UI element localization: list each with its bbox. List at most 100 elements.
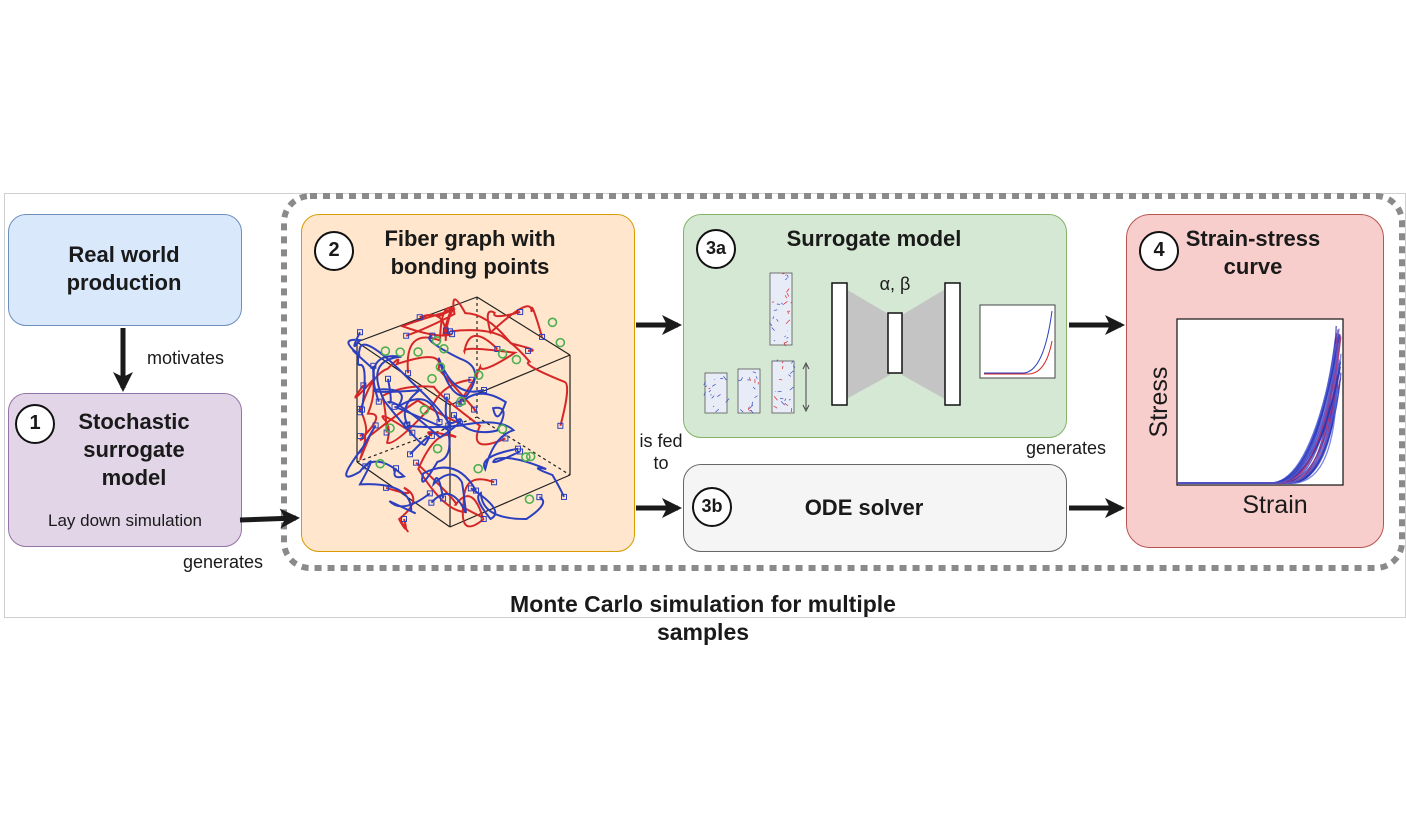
alpha-beta-label: α, β bbox=[879, 274, 911, 294]
fiber bbox=[405, 298, 534, 352]
fiber-endpoint bbox=[442, 327, 449, 334]
fiber bbox=[381, 385, 506, 446]
bonding-point bbox=[547, 317, 558, 328]
fiber bbox=[345, 424, 406, 479]
fiber-endpoint bbox=[407, 451, 414, 458]
step-1-badge: 1 bbox=[15, 404, 55, 444]
fiber bbox=[457, 334, 518, 405]
fiber bbox=[453, 392, 508, 434]
fiber-endpoint bbox=[357, 329, 363, 336]
fiber-endpoint bbox=[536, 494, 543, 501]
bonding-point bbox=[555, 337, 566, 348]
sample-volume bbox=[771, 359, 796, 414]
surrogate-model-box: 3a Surrogate model α, β bbox=[683, 214, 1067, 438]
surrogate-title: Surrogate model bbox=[786, 226, 962, 251]
strain-stress-title: Strain-stress curve bbox=[1185, 226, 1321, 279]
bonding-point bbox=[380, 346, 391, 356]
bonding-point bbox=[427, 373, 437, 384]
fiber-endpoint bbox=[443, 393, 450, 400]
fiber bbox=[358, 460, 431, 515]
bonding-point bbox=[473, 463, 483, 474]
fiber-endpoint bbox=[360, 382, 367, 389]
bonding-point bbox=[524, 494, 535, 505]
fiber bbox=[417, 431, 495, 514]
label-motivates: motivates bbox=[147, 348, 225, 368]
fiber-endpoint bbox=[413, 459, 420, 466]
fiber-endpoint bbox=[375, 398, 382, 405]
label-is-fed-to: is fed to bbox=[639, 431, 683, 473]
cube-frame bbox=[356, 296, 571, 528]
fiber-endpoint bbox=[436, 419, 443, 426]
step-2-badge: 2 bbox=[314, 231, 354, 271]
sample-curves bbox=[1177, 325, 1342, 484]
fiber-endpoint bbox=[468, 376, 475, 383]
fiber-endpoint bbox=[491, 479, 498, 486]
fiber-title: Fiber graph with bonding points bbox=[384, 226, 556, 279]
fiber-endpoint bbox=[561, 493, 567, 500]
bonding-point bbox=[385, 423, 395, 433]
fiber-endpoint bbox=[362, 463, 369, 470]
fiber-endpoint bbox=[451, 412, 458, 419]
strain-stress-plot bbox=[1176, 318, 1344, 486]
fiber-endpoint bbox=[359, 406, 366, 413]
fiber-endpoint bbox=[401, 516, 407, 522]
fiber bbox=[356, 343, 450, 426]
fiber-network-cube-image bbox=[345, 296, 571, 533]
predicted-curve-plot bbox=[979, 304, 1056, 379]
fiber-endpoint bbox=[393, 465, 400, 472]
fiber-endpoint bbox=[517, 308, 524, 315]
output-layer bbox=[944, 282, 961, 406]
step-3b-badge: 3b bbox=[692, 487, 732, 527]
fiber bbox=[394, 405, 477, 492]
fiber-endpoint bbox=[440, 495, 447, 502]
fiber-endpoint bbox=[416, 314, 423, 321]
bonding-point bbox=[497, 349, 508, 359]
fiber bbox=[415, 461, 485, 528]
label-generates-left: generates bbox=[183, 552, 264, 572]
fiber-endpoint bbox=[455, 400, 462, 407]
bonding-point bbox=[435, 362, 446, 372]
fiber-endpoint bbox=[428, 499, 435, 506]
fiber-endpoint bbox=[445, 422, 452, 429]
fiber-endpoint bbox=[426, 490, 433, 497]
bonding-point bbox=[413, 347, 423, 357]
fiber-endpoint bbox=[409, 429, 416, 436]
fiber-endpoint bbox=[403, 422, 410, 429]
fiber bbox=[385, 486, 415, 533]
fiber-endpoint bbox=[480, 516, 487, 522]
bonding-point bbox=[473, 370, 484, 380]
bonding-point bbox=[511, 354, 522, 365]
fiber-endpoint bbox=[429, 332, 436, 339]
fiber-endpoint bbox=[481, 387, 488, 394]
fiber-endpoint bbox=[404, 421, 411, 428]
bonding-point bbox=[439, 343, 449, 354]
fiber-endpoint bbox=[494, 346, 501, 353]
bonding-point bbox=[497, 424, 508, 434]
neural-network-diagram bbox=[703, 272, 1056, 414]
fiber bbox=[354, 377, 378, 441]
fiber-endpoint bbox=[557, 422, 564, 429]
nn-layers bbox=[831, 282, 961, 406]
strain-stress-box: 4 Strain-stress curve Stress Strain bbox=[1126, 214, 1384, 548]
fiber bbox=[386, 378, 463, 439]
fiber-endpoint bbox=[403, 332, 410, 339]
stochastic-surrogate-model-box: 1 Stochastic surrogate model Lay down si… bbox=[8, 393, 242, 547]
fiber bbox=[428, 334, 485, 398]
bonding-point bbox=[395, 347, 406, 357]
stochastic-title: Stochastic surrogate model bbox=[78, 409, 190, 490]
bonding-point bbox=[521, 452, 531, 462]
fiber-endpoint bbox=[471, 406, 478, 413]
fiber-endpoint bbox=[384, 375, 391, 382]
fiber-endpoint bbox=[447, 328, 454, 335]
fiber bbox=[492, 450, 565, 498]
xlabel-strain: Strain bbox=[1242, 491, 1308, 519]
stochastic-subtitle: Lay down simulation bbox=[47, 511, 203, 530]
fiber-endpoint bbox=[383, 484, 390, 491]
sample-volume bbox=[737, 368, 761, 414]
latent-layer bbox=[887, 312, 903, 374]
fiber bbox=[406, 421, 519, 472]
fiber-endpoint bbox=[473, 487, 480, 494]
bonding-point bbox=[375, 458, 386, 469]
arrow-generates-left bbox=[239, 508, 300, 529]
